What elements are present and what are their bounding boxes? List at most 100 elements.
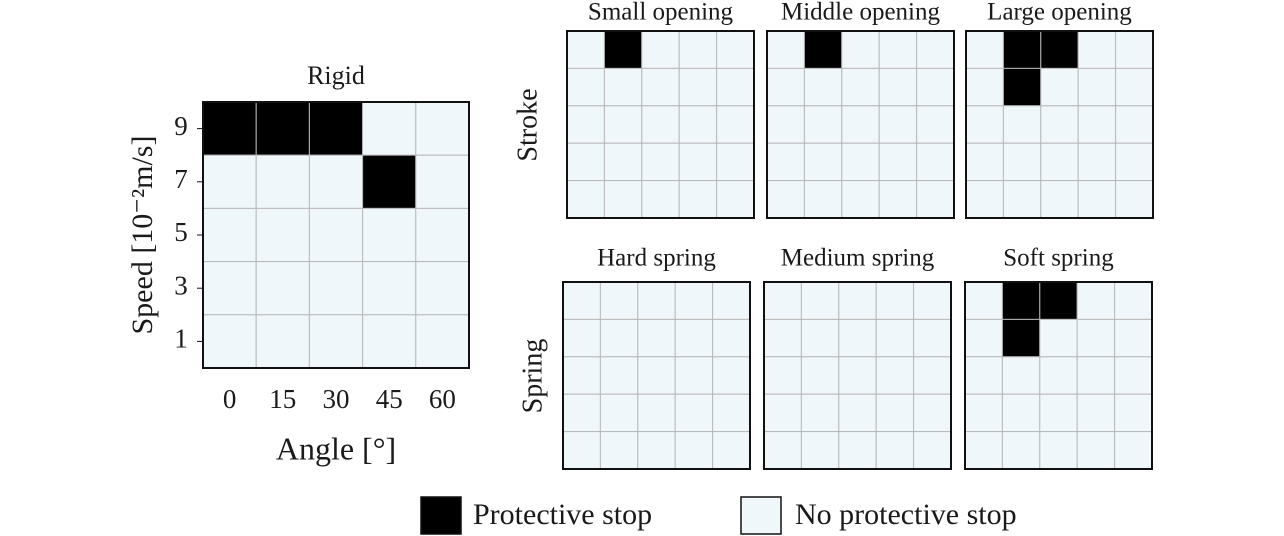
cell [1114,356,1153,395]
cell [599,318,639,358]
cell [603,180,643,219]
cell [916,180,955,219]
cell [599,393,639,433]
cell [1076,356,1116,395]
cell [803,142,843,182]
row-label: Stroke [512,88,543,161]
cell [566,105,605,144]
cell [878,105,918,144]
cell [415,154,470,209]
cell [637,318,676,358]
cell [1114,431,1153,470]
cell [1076,318,1116,358]
cell [1040,180,1079,219]
cell [637,431,676,470]
cell [1002,105,1042,144]
cell [362,101,417,156]
cell [566,180,605,219]
cell [1001,281,1041,320]
y-tick-label: 1 [174,324,188,354]
cell [1040,142,1079,182]
cell [202,314,257,369]
cell [202,154,257,209]
cell [1076,431,1116,470]
cell [763,281,802,320]
legend-label: Protective stop [473,498,652,531]
cell [716,105,755,144]
cell [1076,281,1116,320]
cell [1115,180,1154,219]
cell [1002,180,1042,219]
grid-border [566,30,755,219]
cell [878,67,918,107]
grid-border [766,30,955,219]
cell [875,356,915,395]
cell [308,261,364,316]
cell [1039,318,1078,358]
cell [766,180,805,219]
cell [964,431,1003,470]
cell [603,30,643,69]
cell [674,318,714,358]
cell [1040,105,1079,144]
cell [1114,318,1153,358]
cell [566,67,605,107]
cell [712,431,751,470]
cell [841,142,880,182]
cell [678,180,718,219]
chart-title: Large opening [987,0,1132,26]
x-tick-label: 60 [429,384,456,414]
cell [803,180,843,219]
cell [800,318,840,358]
cell [1077,142,1117,182]
cell [308,101,364,156]
cell [1076,393,1116,433]
chart-title: Medium spring [781,245,935,272]
x-tick-label: 30 [323,384,350,414]
cell [674,393,714,433]
cell [678,105,718,144]
grid-border [763,281,952,470]
cell [913,431,952,470]
cell [202,261,257,316]
chart-title: Hard spring [597,245,716,272]
cell [1115,105,1154,144]
cell [841,105,880,144]
y-tick-label: 3 [174,270,188,300]
chart-title: Middle opening [781,0,941,26]
cell [1115,142,1154,182]
cell [1077,67,1117,107]
cell [599,281,639,320]
cell [964,393,1003,433]
cell [562,281,601,320]
cell [1001,393,1041,433]
cell [913,281,952,320]
chart-title: Soft spring [1003,245,1114,272]
cell [255,154,310,209]
cell [878,180,918,219]
cell [255,314,310,369]
cell [716,30,755,69]
cell [1001,431,1041,470]
cell [763,393,802,433]
legend-label: No protective stop [795,498,1017,531]
cell [202,207,257,263]
y-tick-label: 7 [174,164,188,194]
cell [965,67,1004,107]
grid-border [562,281,751,470]
cell [875,318,915,358]
cell [766,30,805,69]
x-tick-label: 0 [223,384,237,414]
cell [674,356,714,395]
cell [1039,393,1078,433]
legend-swatch [740,496,782,535]
cell [1001,356,1041,395]
cell [255,261,310,316]
cell [913,356,952,395]
legend-swatch [420,496,462,535]
cell [415,101,470,156]
cell [712,393,751,433]
cell [603,105,643,144]
cell [763,318,802,358]
